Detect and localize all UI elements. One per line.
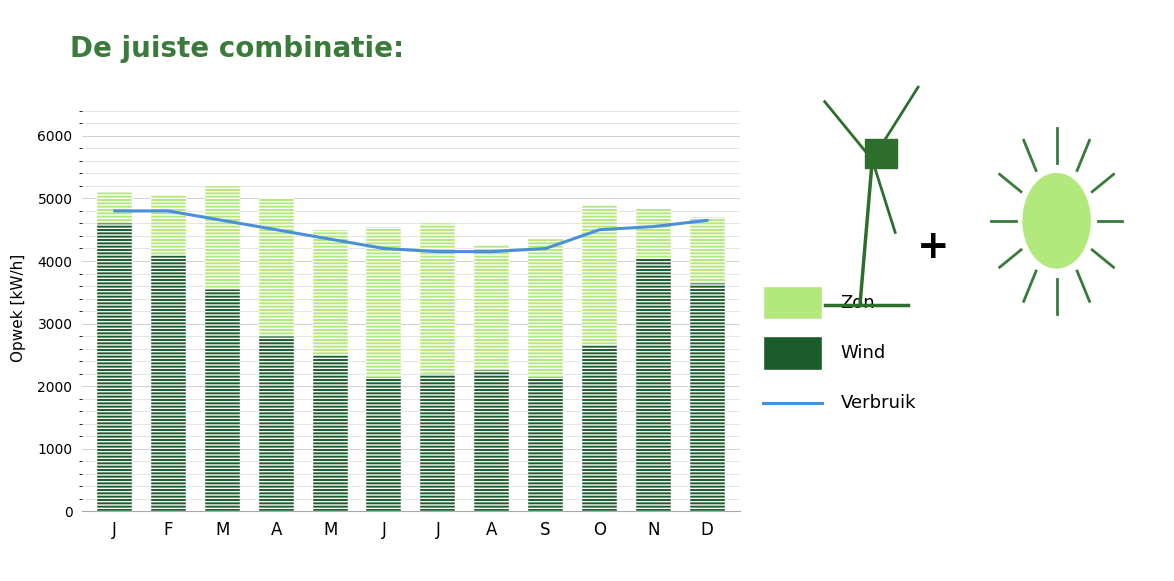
Text: De juiste combinatie:: De juiste combinatie: [70, 35, 405, 63]
FancyBboxPatch shape [763, 286, 822, 320]
Text: +: + [917, 228, 950, 266]
Bar [151, 254, 185, 511]
Verbruik [161, 207, 175, 214]
Verbruik [323, 236, 337, 243]
Line: Verbruik: Verbruik [115, 211, 707, 252]
Y-axis label: Opwek [kW/h]: Opwek [kW/h] [12, 254, 26, 362]
Bar [636, 208, 670, 258]
Bar [582, 346, 618, 511]
Bar [312, 229, 348, 355]
Text: Zon: Zon [841, 293, 875, 311]
Text: Verbruik: Verbruik [841, 394, 916, 412]
Bar [528, 376, 564, 511]
Verbruik [539, 245, 553, 252]
Bar [690, 283, 724, 511]
Verbruik [647, 223, 661, 230]
Bar [582, 205, 618, 346]
Verbruik [593, 226, 607, 233]
Bar [636, 258, 670, 511]
Circle shape [1024, 174, 1089, 267]
Bar [258, 336, 294, 511]
FancyBboxPatch shape [865, 139, 897, 168]
Text: Wind: Wind [841, 344, 886, 362]
Bar [420, 224, 456, 374]
Bar [97, 192, 131, 224]
Verbruik [215, 217, 229, 224]
Verbruik [485, 248, 499, 255]
Verbruik [269, 226, 283, 233]
Bar [474, 371, 510, 511]
Bar [97, 224, 131, 511]
Bar [420, 374, 456, 511]
Bar [366, 227, 402, 376]
Verbruik [700, 217, 714, 224]
Bar [528, 239, 564, 376]
Verbruik [108, 207, 122, 214]
Bar [258, 199, 294, 336]
Bar [204, 186, 239, 289]
Verbruik [377, 245, 391, 252]
Bar [151, 195, 185, 254]
Bar [474, 245, 510, 371]
Bar [366, 376, 402, 511]
Verbruik [431, 248, 445, 255]
Bar [204, 289, 239, 511]
FancyBboxPatch shape [763, 336, 822, 370]
Bar [690, 217, 724, 283]
Bar [312, 355, 348, 511]
